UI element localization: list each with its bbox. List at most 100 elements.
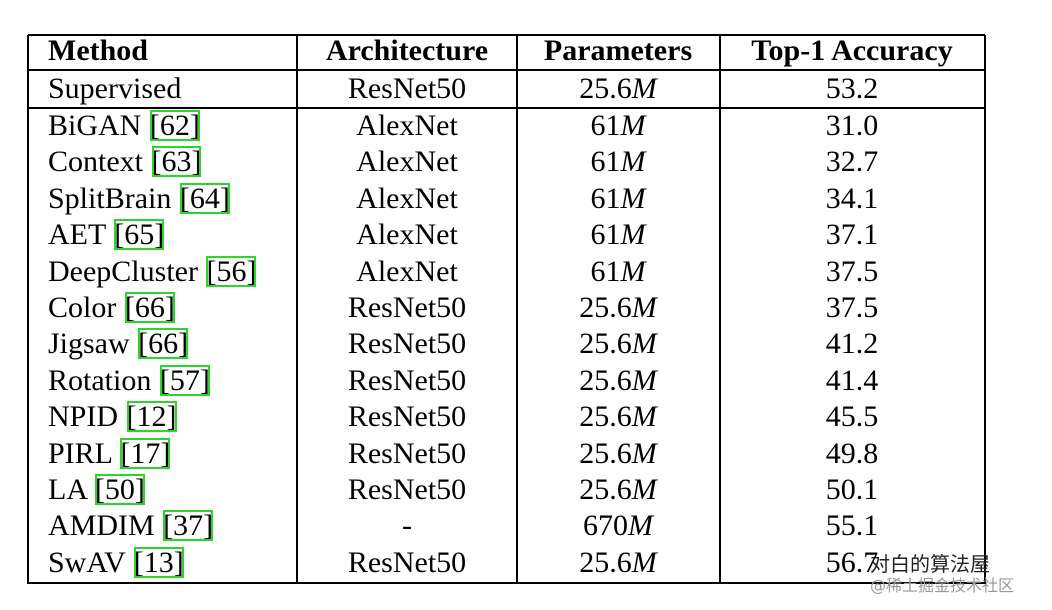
citation: [13] — [133, 545, 184, 579]
accuracy-cell: 41.2 — [825, 327, 879, 361]
params: 25.6 — [579, 327, 632, 361]
params-cell: 61M — [591, 254, 646, 290]
method: Color — [48, 291, 117, 324]
citation: [50] — [94, 473, 145, 506]
method: AET — [48, 218, 106, 252]
params: 25.6 — [579, 291, 632, 324]
params: 61 — [590, 181, 621, 215]
header-cell: Top-1 Accuracy — [751, 34, 953, 67]
method-cell: LA [50] — [48, 472, 146, 508]
method: PIRL — [48, 436, 112, 470]
params-unit: M — [631, 545, 657, 579]
params-unit: M — [631, 363, 657, 397]
accuracy-cell: 34.1 — [825, 181, 879, 215]
params: 61 — [590, 218, 621, 252]
method: AMDIM — [48, 509, 155, 543]
params-unit: M — [620, 109, 646, 142]
method: BiGAN — [48, 109, 142, 142]
header-cell: Method — [48, 34, 148, 67]
method-cell: NPID [12] — [48, 399, 178, 435]
architecture-cell: ResNet50 — [347, 72, 467, 105]
accuracy-cell: 37.1 — [825, 218, 879, 252]
method: Rotation — [48, 363, 152, 397]
citation: [66] — [124, 291, 175, 324]
method-cell: AMDIM [37] — [48, 508, 214, 544]
citation: [56] — [206, 254, 257, 288]
params-unit: M — [620, 254, 646, 288]
rule — [719, 35, 721, 584]
architecture-cell: ResNet50 — [347, 363, 467, 397]
params-cell: 25.6M — [579, 545, 657, 581]
architecture-cell: ResNet50 — [347, 436, 467, 470]
params: 61 — [590, 254, 621, 288]
architecture-cell: AlexNet — [356, 181, 458, 215]
citation: [37] — [163, 509, 214, 543]
method-cell: Color [66] — [48, 290, 176, 326]
accuracy-cell: 37.5 — [825, 254, 879, 288]
params-unit: M — [631, 72, 657, 105]
method-cell: SplitBrain [64] — [48, 181, 231, 217]
params-cell: 61M — [591, 217, 646, 253]
architecture-cell: ResNet50 — [347, 545, 467, 579]
accuracy-cell: 56.7 — [825, 545, 879, 579]
citation: [12] — [126, 400, 177, 434]
params-cell: 25.6M — [579, 399, 657, 435]
params-cell: 25.6M — [579, 326, 657, 362]
params: 25.6 — [579, 363, 632, 397]
citation: [66] — [138, 327, 189, 361]
architecture-cell: AlexNet — [356, 145, 458, 179]
method: Jigsaw — [48, 327, 130, 361]
method: SplitBrain — [48, 181, 172, 215]
params-unit: M — [628, 509, 653, 543]
accuracy-cell: 50.1 — [825, 473, 879, 506]
accuracy-cell: 41.4 — [825, 363, 879, 397]
citation: [63] — [151, 145, 202, 179]
citation: [62] — [149, 109, 200, 142]
params: 25.6 — [579, 545, 632, 579]
params-unit: M — [620, 145, 646, 179]
accuracy-cell: 32.7 — [825, 145, 879, 179]
params: 25.6 — [579, 72, 632, 105]
method-cell: Supervised — [48, 71, 181, 107]
method: SwAV — [48, 545, 126, 579]
watermark-title: 对白的算法屋 — [870, 552, 990, 576]
architecture-cell: ResNet50 — [347, 291, 467, 324]
params-unit: M — [631, 400, 657, 434]
params-unit: M — [631, 436, 657, 470]
params-cell: 61M — [591, 108, 646, 144]
params-cell: 25.6M — [579, 71, 657, 107]
params-cell: 61M — [591, 144, 646, 180]
watermark-subtitle: @稀土掘金技术社区 — [870, 576, 1015, 595]
params: 61 — [590, 145, 621, 179]
params: 670 — [583, 509, 628, 543]
citation: [65] — [114, 218, 165, 252]
accuracy-cell: 53.2 — [825, 72, 879, 105]
architecture-cell: ResNet50 — [347, 327, 467, 361]
architecture-cell: AlexNet — [356, 254, 458, 288]
method-cell: Jigsaw [66] — [48, 326, 189, 362]
rule — [984, 35, 986, 584]
accuracy-cell: 49.8 — [825, 436, 879, 470]
params-cell: 25.6M — [579, 290, 657, 326]
rule — [28, 582, 985, 584]
accuracy-cell: 31.0 — [825, 109, 879, 142]
method: LA — [48, 473, 87, 506]
params-unit: M — [631, 473, 657, 506]
header-cell: Parameters — [543, 34, 693, 67]
params-cell: 25.6M — [579, 436, 657, 472]
params: 25.6 — [579, 473, 632, 506]
rule — [516, 35, 518, 584]
params-cell: 670M — [583, 508, 653, 544]
method-cell: AET [65] — [48, 217, 165, 253]
rule — [28, 107, 985, 109]
method: Context — [48, 145, 143, 179]
citation: [17] — [120, 436, 171, 470]
rule — [28, 34, 985, 36]
method-cell: Rotation [57] — [48, 363, 211, 399]
architecture-cell: AlexNet — [356, 109, 458, 142]
rule — [296, 35, 298, 584]
architecture-cell: AlexNet — [356, 218, 458, 252]
header-cell: Architecture — [325, 34, 489, 67]
architecture-cell: - — [402, 509, 412, 543]
params: 25.6 — [579, 400, 632, 434]
